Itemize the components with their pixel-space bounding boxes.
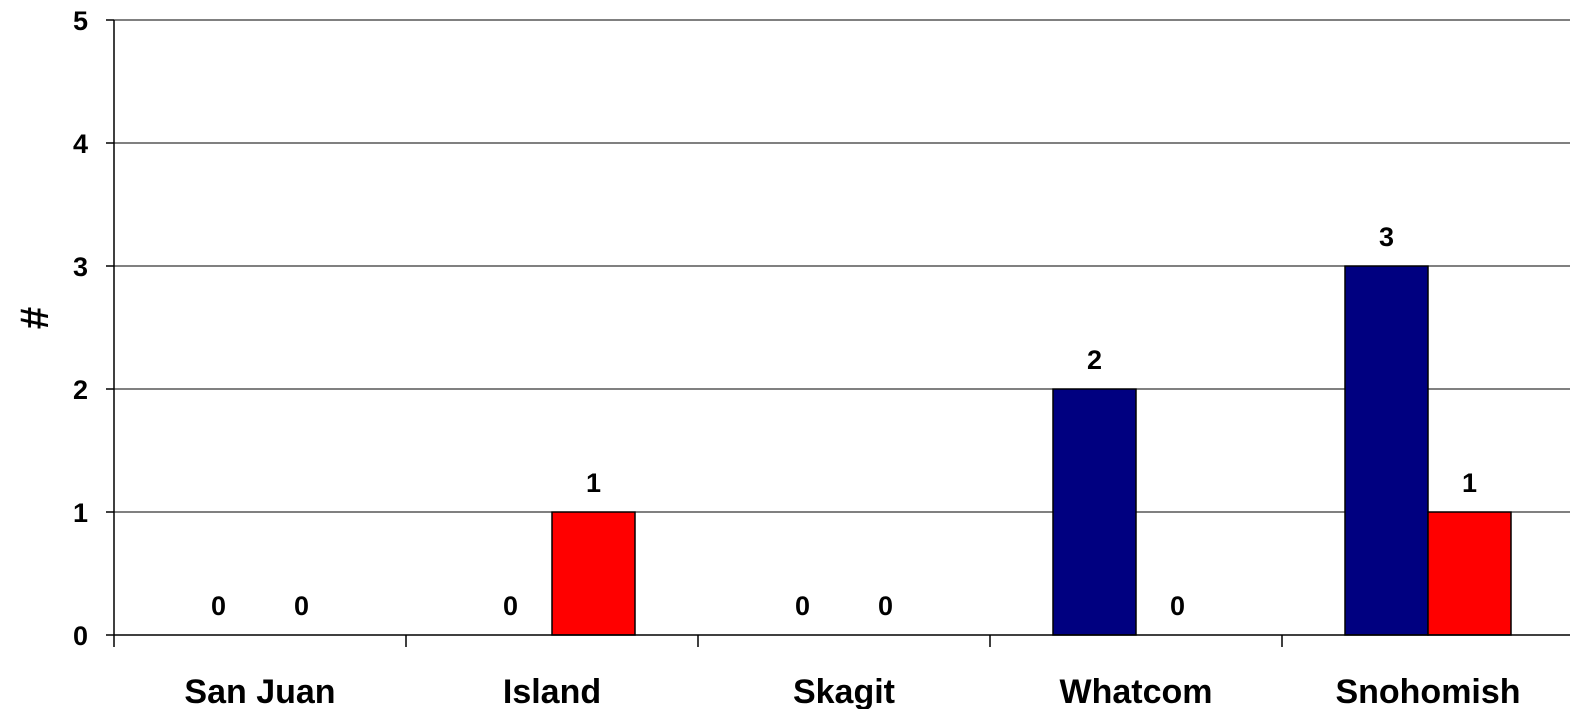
x-category-label: Skagit bbox=[793, 673, 895, 709]
data-label: 0 bbox=[795, 591, 810, 621]
y-tick-label: 4 bbox=[73, 129, 88, 159]
x-category-label: Whatcom bbox=[1060, 673, 1213, 709]
data-label: 0 bbox=[1170, 591, 1185, 621]
data-label: 1 bbox=[586, 468, 601, 498]
y-tick-label: 2 bbox=[73, 375, 88, 405]
bar-snohomish-series-1 bbox=[1344, 265, 1429, 636]
bar-island-series-2 bbox=[551, 511, 636, 636]
bar-whatcom-series-1 bbox=[1052, 388, 1137, 636]
data-label: 0 bbox=[294, 591, 309, 621]
gridlines bbox=[114, 19, 1570, 513]
data-label: 0 bbox=[211, 591, 226, 621]
data-label: 2 bbox=[1087, 345, 1102, 375]
y-tick-label: 1 bbox=[73, 498, 88, 528]
x-category-label: Snohomish bbox=[1335, 673, 1520, 709]
y-tick-label: 5 bbox=[73, 6, 88, 36]
axes bbox=[106, 19, 1570, 647]
data-label: 0 bbox=[878, 591, 893, 621]
y-axis-title: # bbox=[13, 307, 57, 329]
y-tick-label: 3 bbox=[73, 252, 88, 282]
labels: 0 1 2 3 4 5 0 0 San Juan 0 1 Island 0 0 Skagit 2 0 Whatco… bbox=[73, 6, 1521, 709]
data-label: 3 bbox=[1379, 222, 1394, 252]
bar-snohomish-series-2 bbox=[1427, 511, 1512, 636]
x-category-label: Island bbox=[503, 673, 601, 709]
data-label: 0 bbox=[503, 591, 518, 621]
bars bbox=[551, 265, 1512, 636]
x-category-label: San Juan bbox=[184, 673, 335, 709]
data-label: 1 bbox=[1462, 468, 1477, 498]
y-tick-label: 0 bbox=[73, 621, 88, 651]
